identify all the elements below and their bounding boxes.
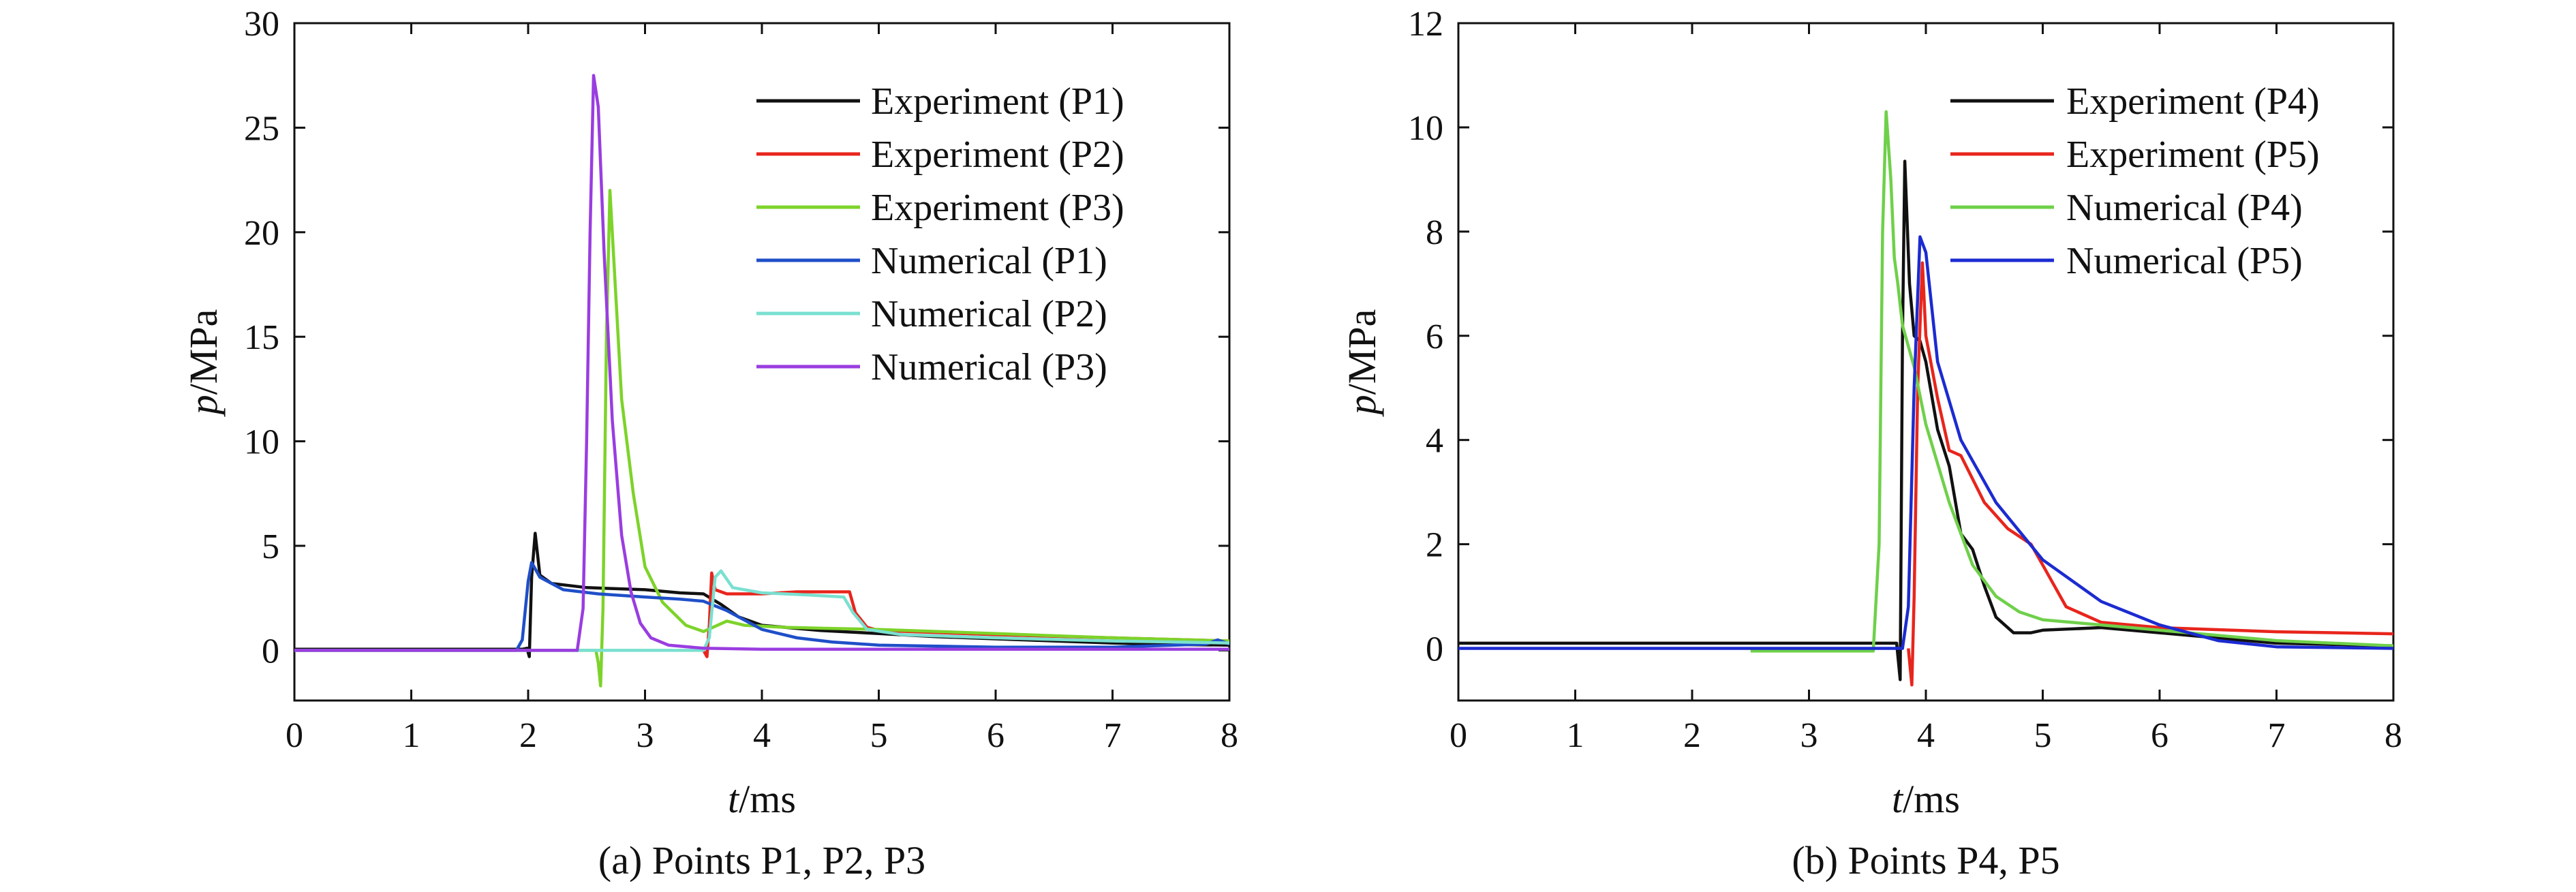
series-layer-a <box>294 74 1229 688</box>
legend-label: Numerical (P1) <box>871 240 1107 282</box>
y-tick-label: 20 <box>244 214 279 253</box>
series-line-numerical-p1 <box>294 561 1229 652</box>
legend-label: Numerical (P5) <box>2066 240 2303 282</box>
x-tick-label: 1 <box>403 716 420 755</box>
y-tick-label: 10 <box>1408 109 1443 148</box>
x-tick-label: 0 <box>1450 716 1467 755</box>
x-tick-label: 4 <box>753 716 771 755</box>
legend-label: Numerical (P4) <box>2066 187 2303 229</box>
legend-label: Experiment (P2) <box>871 134 1124 176</box>
x-ticks-b: 0 1 2 3 4 5 6 7 8 <box>1450 23 2402 755</box>
x-tick-label: 7 <box>2268 716 2286 755</box>
y-tick-label: 25 <box>244 109 279 148</box>
x-tick-label: 2 <box>519 716 537 755</box>
x-tick-label: 0 <box>286 716 303 755</box>
y-tick-label: 4 <box>1426 422 1443 461</box>
legend-label: Numerical (P3) <box>871 346 1107 388</box>
y-ticks-b: 0 2 4 6 8 10 12 <box>1408 5 2393 669</box>
series-line-numerical-p2 <box>294 569 1229 652</box>
y-tick-label: 2 <box>1426 526 1443 565</box>
x-tick-label: 3 <box>637 716 654 755</box>
y-tick-label: 8 <box>1426 213 1443 252</box>
x-axis-label-b: t/ms <box>1892 777 1960 821</box>
y-tick-label: 15 <box>244 318 279 357</box>
legend-a: Experiment (P1) Experiment (P2) Experiment… <box>756 80 1124 388</box>
series-line-experiment-p4 <box>1458 159 2393 681</box>
caption-b: (b) Points P4, P5 <box>1792 838 2059 882</box>
series-line-numerical-p3 <box>294 74 1229 652</box>
x-tick-label: 6 <box>987 716 1005 755</box>
x-tick-label: 5 <box>870 716 888 755</box>
y-ticks-a: 0 5 10 15 20 25 30 <box>244 5 1229 671</box>
x-tick-label: 3 <box>1800 716 1818 755</box>
legend-label: Numerical (P2) <box>871 293 1107 335</box>
x-tick-label: 4 <box>1917 716 1935 755</box>
y-tick-label: 10 <box>244 423 279 462</box>
y-tick-label: 0 <box>262 632 279 671</box>
y-tick-label: 0 <box>1426 630 1443 669</box>
legend-b: Experiment (P4) Experiment (P5) Numerical … <box>1950 80 2320 282</box>
y-tick-label: 6 <box>1426 318 1443 356</box>
series-layer-b <box>1458 110 2393 687</box>
x-tick-label: 8 <box>2385 716 2402 755</box>
series-line-numerical-p4 <box>1750 110 2393 653</box>
x-tick-label: 2 <box>1683 716 1701 755</box>
x-tick-label: 5 <box>2034 716 2052 755</box>
y-axis-label-a: p/MPa <box>181 309 226 418</box>
x-tick-label: 1 <box>1567 716 1584 755</box>
x-tick-label: 6 <box>2151 716 2168 755</box>
caption-a: (a) Points P1, P2, P3 <box>598 838 925 882</box>
x-tick-label: 8 <box>1221 716 1238 755</box>
legend-label: Experiment (P5) <box>2066 134 2320 176</box>
legend-label: Experiment (P4) <box>2066 80 2320 123</box>
legend-label: Experiment (P1) <box>871 80 1124 123</box>
legend-label: Experiment (P3) <box>871 187 1124 229</box>
x-axis-label-a: t/ms <box>728 777 796 821</box>
y-tick-label: 12 <box>1408 5 1443 44</box>
y-axis-label-b: p/MPa <box>1340 309 1384 418</box>
x-ticks-a: 0 1 2 3 4 5 6 7 8 <box>286 23 1238 755</box>
series-line-experiment-p3 <box>294 189 1229 688</box>
series-line-numerical-p5 <box>1458 235 2393 650</box>
x-tick-label: 7 <box>1104 716 1122 755</box>
series-line-experiment-p5 <box>1907 261 2393 687</box>
y-tick-label: 30 <box>244 5 279 44</box>
y-tick-label: 5 <box>262 527 279 566</box>
